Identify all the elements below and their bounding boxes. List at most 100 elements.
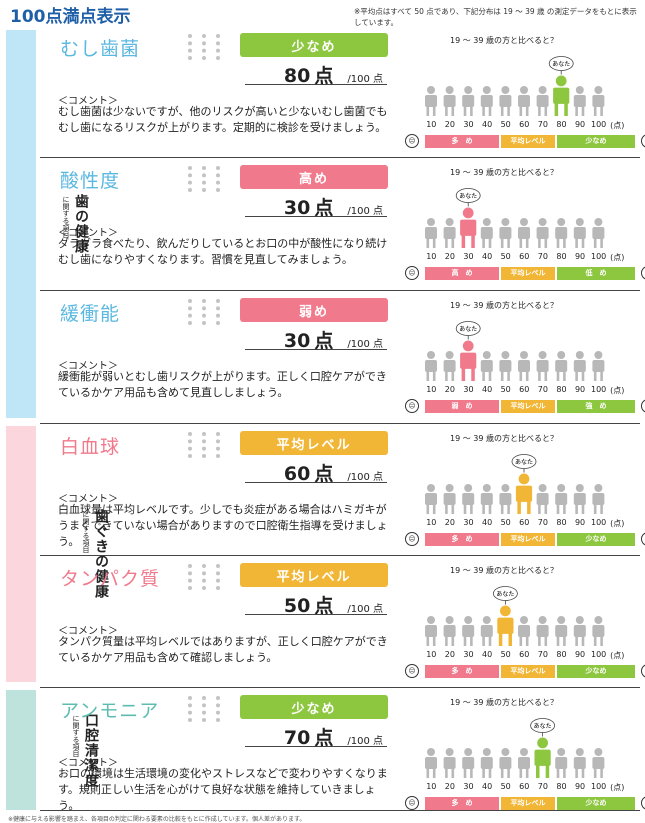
- tick-label: 60: [519, 782, 530, 791]
- comment-header: ＜コメント＞: [58, 494, 118, 505]
- tick-label: 20: [444, 782, 455, 791]
- person-figure: [518, 748, 530, 778]
- sad-face-icon: ☹: [405, 266, 419, 280]
- comment-text: ダラダラ食べたり、飲んだりしているとお口の中が酸性になり続けむし歯になりやすくな…: [58, 237, 388, 266]
- tick-label: (点): [610, 253, 625, 262]
- person-figure: [425, 218, 437, 248]
- scale-segment: 平均レベル: [501, 399, 555, 413]
- tick-label: 70: [537, 385, 548, 394]
- scale-segment: 平均レベル: [501, 266, 555, 280]
- tick-label: 20: [444, 120, 455, 129]
- tick-label: 10: [426, 385, 437, 394]
- tick-label: 40: [481, 518, 493, 527]
- you-figure: [553, 75, 570, 116]
- tick-label: 80: [556, 518, 567, 527]
- chevron-arrows-icon: [178, 166, 226, 192]
- tick-label: 70: [537, 120, 548, 129]
- comment-header: ＜コメント＞: [58, 758, 118, 769]
- person-figure: [462, 86, 475, 116]
- person-figure: [573, 86, 586, 116]
- band-main: 口腔清潔度: [83, 712, 99, 788]
- tick-label: 30: [463, 252, 474, 261]
- comment-text: お口の環境は生活環境の変化やストレスなどで変わりやすくなります。規則正しい生活を…: [58, 767, 388, 812]
- band-teeth: 歯の健康 に関する項目: [6, 30, 89, 418]
- level-badge: 少なめ: [240, 695, 388, 719]
- tick-label: 60: [519, 385, 530, 394]
- person-figure: [592, 748, 605, 778]
- score-total: /100 点: [347, 604, 383, 615]
- person-figure: [480, 86, 493, 116]
- result-item: むし歯菌 少なめ 80 点/100 点＜コメント＞ むし歯菌は少ないですが、他のリスクが…: [40, 28, 645, 158]
- distribution-figures: あなた: [425, 718, 605, 778]
- level-badge: 弱め: [240, 298, 388, 322]
- score-total: /100 点: [347, 206, 383, 217]
- item-name: 白血球: [60, 436, 121, 458]
- person-figure: [499, 484, 512, 514]
- tick-label: 100: [591, 252, 607, 261]
- tick-label: 80: [556, 385, 567, 394]
- item-name: 緩衝能: [60, 303, 121, 325]
- section-divider: [40, 290, 640, 291]
- person-figure: [573, 484, 586, 514]
- score-value: 30: [283, 330, 311, 352]
- happy-face-icon: ☺: [641, 796, 645, 810]
- person-figure: [480, 616, 493, 646]
- person-figure: [425, 616, 437, 646]
- distribution-figures: あなた: [425, 56, 605, 116]
- tick-label: 90: [574, 252, 586, 261]
- score-line: 60 点/100 点: [245, 459, 387, 485]
- person-figure: [480, 484, 493, 514]
- result-item: アンモニア 少なめ 70 点/100 点＜コメント＞ お口の環境は生活環境の変化やストレ…: [40, 690, 645, 820]
- tick-label: (点): [610, 386, 625, 395]
- scale-segment: 多 め: [425, 532, 499, 546]
- person-figure: [536, 218, 549, 248]
- compare-title: 19 ～ 39 歳の方と比べると？: [450, 168, 558, 177]
- chevron-arrows-icon: [178, 696, 226, 722]
- level-badge: 高め: [240, 165, 388, 189]
- you-label: あなた: [496, 591, 514, 598]
- band-sub: に関する項目: [62, 196, 70, 238]
- tick-label: 50: [500, 252, 511, 261]
- comment-text: 緩衝能が弱いとむし歯リスクが上がります。正しく口腔ケアができているかケア用品も含…: [58, 370, 387, 399]
- tick-label: 90: [574, 120, 586, 129]
- person-figure: [518, 86, 530, 116]
- section-divider: [40, 555, 640, 556]
- chevron-arrows-icon: [178, 34, 226, 60]
- compare-title: 19 ～ 39 歳の方と比べると？: [450, 566, 558, 575]
- person-figure: [443, 484, 456, 514]
- comment-text: タンパク質量は平均レベルではありますが、正しく口腔ケアができているかケア用品も含…: [58, 635, 388, 664]
- score-value: 80: [283, 65, 311, 87]
- tick-label: 30: [463, 385, 474, 394]
- tick-label: 100: [591, 120, 607, 129]
- score-total: /100 点: [347, 339, 383, 350]
- tick-label: 60: [519, 650, 530, 659]
- compare-title: 19 ～ 39 歳の方と比べると？: [450, 301, 558, 310]
- section-divider: [40, 810, 640, 811]
- you-figure: [460, 207, 477, 248]
- tick-label: 40: [481, 120, 493, 129]
- tick-label: 10: [426, 782, 437, 791]
- happy-face-icon: ☺: [641, 266, 645, 280]
- tick-label: 40: [481, 782, 493, 791]
- scale-segment: 低 め: [557, 266, 635, 280]
- person-figure: [462, 484, 475, 514]
- distribution-figures: あなた: [425, 188, 605, 248]
- you-figure: [460, 340, 477, 381]
- tick-label: 100: [591, 782, 607, 791]
- person-figure: [592, 351, 605, 381]
- scale-segment: 弱 め: [425, 399, 499, 413]
- you-label: あなた: [552, 61, 570, 68]
- section-divider: [40, 157, 640, 158]
- level-badge: 平均レベル: [240, 431, 388, 455]
- section-divider: [40, 687, 640, 688]
- you-label: あなた: [515, 459, 533, 466]
- scale-segment: 平均レベル: [501, 134, 555, 148]
- person-figure: [518, 218, 530, 248]
- comment-header: ＜コメント＞: [58, 361, 118, 372]
- score-total: /100 点: [347, 74, 383, 85]
- tick-label: 90: [574, 782, 586, 791]
- tick-labels: 10 20 30 40 50 60 70 80 90 100 (点): [422, 252, 627, 263]
- tick-label: 80: [556, 782, 567, 791]
